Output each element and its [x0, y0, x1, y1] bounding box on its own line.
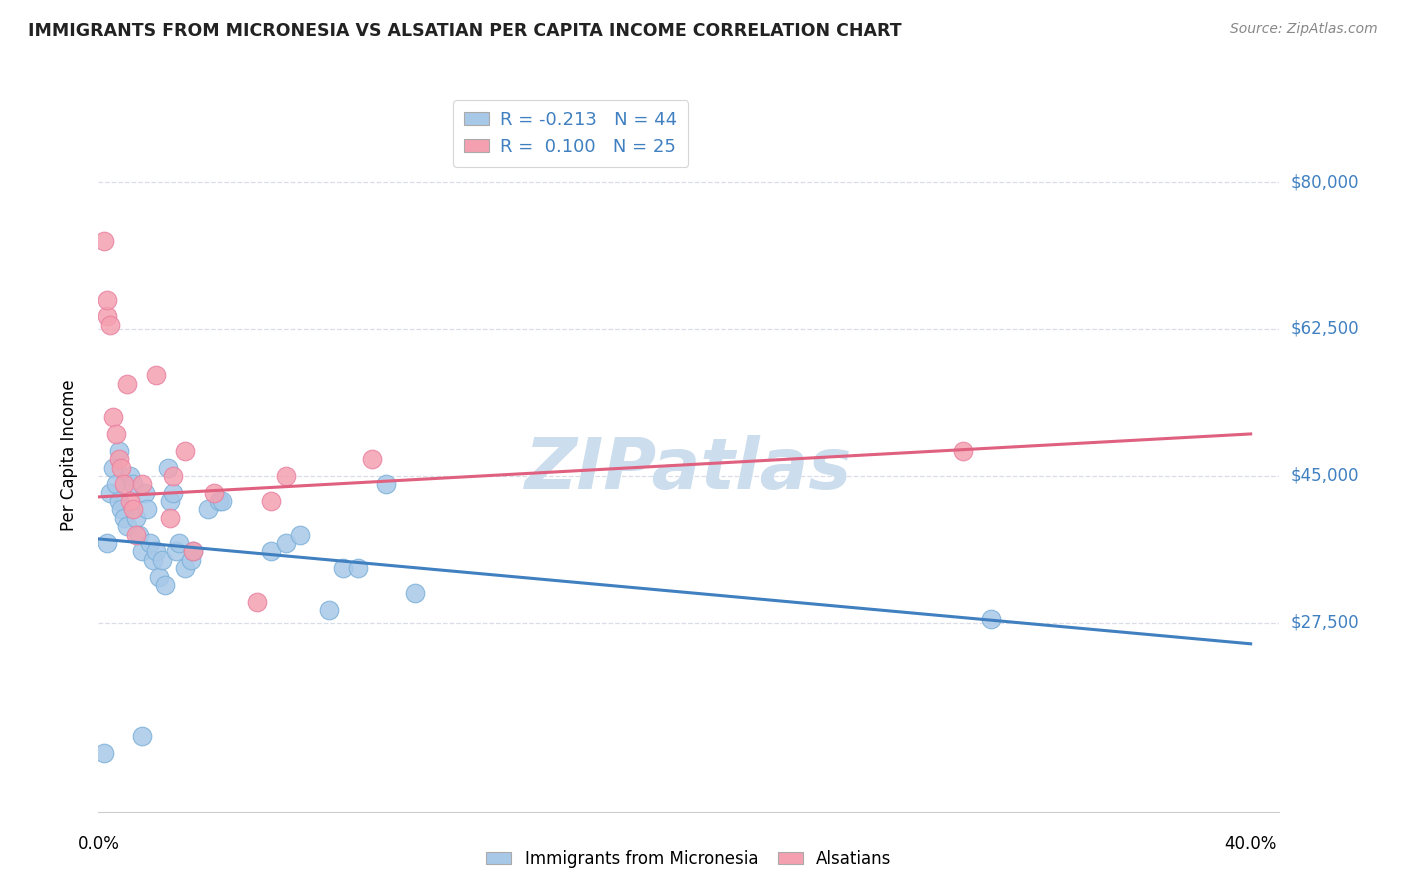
Point [110, 502, 132, 516]
Point [260, 494, 283, 508]
Point [153, 578, 176, 592]
Text: Source: ZipAtlas.com: Source: ZipAtlas.com [1230, 22, 1378, 37]
Point [142, 553, 165, 567]
Point [101, 410, 124, 425]
Point [122, 477, 145, 491]
Point [183, 544, 205, 558]
Text: ZIPatlas: ZIPatlas [526, 434, 852, 504]
Point [139, 536, 162, 550]
Text: $80,000: $80,000 [1291, 173, 1360, 191]
Point [96, 536, 118, 550]
Point [952, 443, 974, 458]
Point [107, 443, 129, 458]
Point [120, 494, 142, 508]
Point [122, 502, 145, 516]
Point [145, 544, 167, 558]
Point [162, 485, 184, 500]
Point [131, 544, 153, 558]
Point [332, 561, 354, 575]
Point [274, 469, 297, 483]
Text: 0.0%: 0.0% [77, 835, 120, 854]
Point [110, 460, 132, 475]
Point [165, 544, 187, 558]
Point [93, 234, 115, 248]
Text: $62,500: $62,500 [1291, 320, 1360, 338]
Point [375, 477, 398, 491]
Point [208, 494, 231, 508]
Point [274, 536, 297, 550]
Text: IMMIGRANTS FROM MICRONESIA VS ALSATIAN PER CAPITA INCOME CORRELATION CHART: IMMIGRANTS FROM MICRONESIA VS ALSATIAN P… [28, 22, 901, 40]
Point [148, 569, 170, 583]
Point [197, 502, 219, 516]
Point [159, 494, 181, 508]
Point [98, 485, 121, 500]
Point [173, 443, 195, 458]
Point [107, 452, 129, 467]
Point [104, 426, 127, 441]
Point [346, 561, 368, 575]
Point [180, 553, 202, 567]
Point [104, 477, 127, 491]
Point [318, 603, 340, 617]
Point [202, 485, 225, 500]
Point [288, 527, 311, 541]
Point [131, 729, 153, 743]
Text: 40.0%: 40.0% [1225, 835, 1277, 854]
Point [246, 595, 269, 609]
Point [98, 318, 121, 332]
Point [134, 485, 156, 500]
Point [173, 561, 195, 575]
Point [404, 586, 426, 600]
Point [183, 544, 205, 558]
Point [128, 527, 150, 541]
Point [260, 544, 283, 558]
Point [125, 511, 148, 525]
Text: $45,000: $45,000 [1291, 467, 1360, 485]
Point [145, 368, 167, 383]
Point [107, 494, 129, 508]
Point [112, 477, 135, 491]
Point [131, 477, 153, 491]
Point [125, 527, 148, 541]
Point [120, 469, 142, 483]
Point [112, 511, 135, 525]
Point [167, 536, 190, 550]
Y-axis label: Per Capita Income: Per Capita Income [59, 379, 77, 531]
Point [136, 502, 159, 516]
Point [361, 452, 384, 467]
Point [162, 469, 184, 483]
Point [115, 519, 138, 533]
Point [115, 376, 138, 391]
Legend: Immigrants from Micronesia, Alsatians: Immigrants from Micronesia, Alsatians [479, 844, 898, 875]
Point [159, 511, 181, 525]
Point [211, 494, 233, 508]
Point [150, 553, 173, 567]
Point [980, 612, 1002, 626]
Text: $27,500: $27,500 [1291, 614, 1360, 632]
Point [96, 293, 118, 307]
Point [93, 746, 115, 760]
Point [96, 310, 118, 324]
Point [101, 460, 124, 475]
Point [156, 460, 179, 475]
